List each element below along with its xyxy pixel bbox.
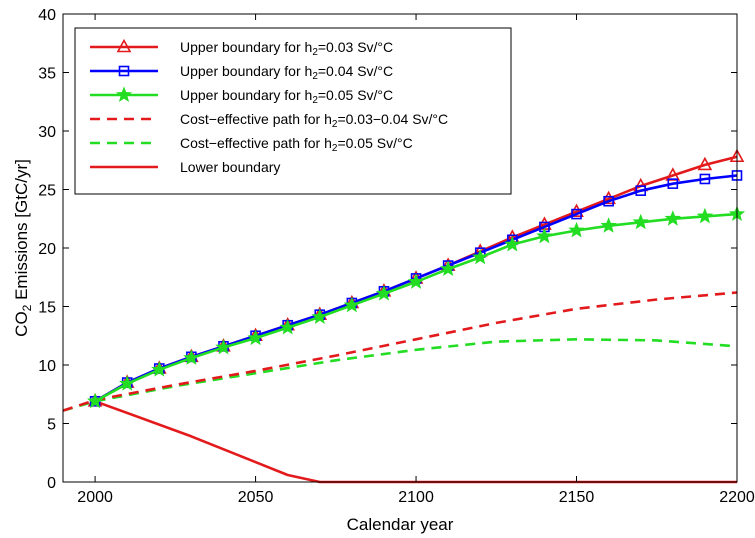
series-4: [62, 337, 738, 412]
legend-label: Upper boundary for h2=0.05 Sv/°C: [180, 87, 393, 106]
legend-item: Upper boundary for h2=0.05 Sv/°C: [90, 86, 393, 106]
series-line: [94, 174, 738, 403]
data-point-marker: [472, 248, 489, 265]
legend-label: Cost−effective path for h2=0.03−0.04 Sv/…: [180, 111, 448, 130]
legend-item: Upper boundary for h2=0.03 Sv/°C: [90, 38, 393, 58]
data-point-marker: [600, 217, 617, 233]
legend-marker: [118, 65, 130, 77]
y-axis-label-sub: 2: [20, 304, 34, 311]
y-tick-label: 30: [38, 124, 56, 141]
data-point-marker: [569, 203, 584, 218]
y-tick-label: 35: [38, 66, 56, 83]
data-point-marker: [635, 185, 647, 196]
y-tick-label: 5: [47, 417, 56, 434]
plot-area: [62, 148, 746, 484]
series-line: [62, 337, 738, 412]
data-point-marker: [311, 308, 328, 325]
legend-item: Lower boundary: [90, 159, 280, 175]
data-point-marker: [667, 178, 679, 189]
y-tick-label: 0: [47, 475, 56, 492]
data-point-marker: [699, 173, 711, 185]
y-tick-label: 25: [38, 183, 56, 200]
y-tick-label: 20: [38, 241, 56, 258]
data-point-marker: [86, 392, 104, 409]
data-point-marker: [536, 227, 553, 244]
legend-item: Upper boundary for h2=0.04 Sv/°C: [90, 63, 393, 82]
data-point-marker: [504, 235, 521, 252]
data-point-marker: [247, 329, 264, 346]
data-point-marker: [601, 190, 616, 205]
series-1: [89, 170, 743, 407]
series-3: [62, 291, 738, 412]
x-axis-label: Calendar year: [347, 515, 454, 534]
data-point-marker: [603, 195, 614, 207]
series-line: [94, 212, 738, 403]
y-axis-label: CO2 Emissions [GtC/yr]: [12, 159, 34, 337]
data-point-marker: [279, 318, 296, 335]
data-point-marker: [215, 338, 232, 355]
legend-item: Cost−effective path for h2=0.03−0.04 Sv/…: [90, 111, 448, 130]
series-line: [94, 400, 737, 484]
data-point-marker: [568, 221, 585, 238]
x-tick-label: 2150: [559, 489, 595, 506]
data-point-marker: [375, 284, 393, 301]
legend: Upper boundary for h2=0.03 Sv/°C Upper bo…: [74, 27, 512, 195]
x-tick-label: 2200: [719, 489, 755, 506]
data-point-marker: [697, 156, 713, 171]
data-point-marker: [696, 207, 714, 224]
y-axis-label-main: CO: [12, 311, 31, 337]
y-tick-label: 15: [38, 300, 56, 317]
data-point-marker: [439, 260, 457, 276]
data-point-marker: [151, 361, 168, 377]
x-tick-label: 2100: [398, 489, 434, 506]
legend-marker: [115, 86, 133, 103]
data-point-marker: [571, 208, 582, 220]
x-tick-label: 2050: [238, 489, 274, 506]
legend-label: Cost−effective path for h2=0.05 Sv/°C: [180, 135, 413, 154]
data-point-marker: [664, 210, 681, 226]
legend-marker: [116, 38, 132, 53]
y-tick-label: 40: [38, 7, 56, 24]
legend-label: Lower boundary: [180, 159, 280, 175]
data-point-marker: [119, 375, 136, 391]
legend-item: Cost−effective path for h2=0.05 Sv/°C: [90, 135, 413, 154]
legend-label: Upper boundary for h2=0.03 Sv/°C: [180, 39, 393, 58]
y-axis-label-rest: Emissions [GtC/yr]: [12, 159, 31, 304]
y-tick-label: 10: [38, 358, 56, 375]
data-point-marker: [665, 167, 681, 181]
series-5: [94, 400, 737, 484]
data-point-marker: [632, 213, 649, 230]
series-line: [62, 291, 738, 412]
data-point-marker: [343, 296, 361, 313]
x-tick-label: 2000: [77, 489, 113, 506]
legend-label: Upper boundary for h2=0.04 Sv/°C: [180, 63, 393, 82]
axis-ticks: 2000 2050 2100 2150 2200 0 5 10 15 20 25 30 35 40: [38, 7, 755, 506]
data-point-marker: [183, 349, 200, 365]
series-2: [86, 205, 746, 409]
data-point-marker: [407, 273, 425, 289]
